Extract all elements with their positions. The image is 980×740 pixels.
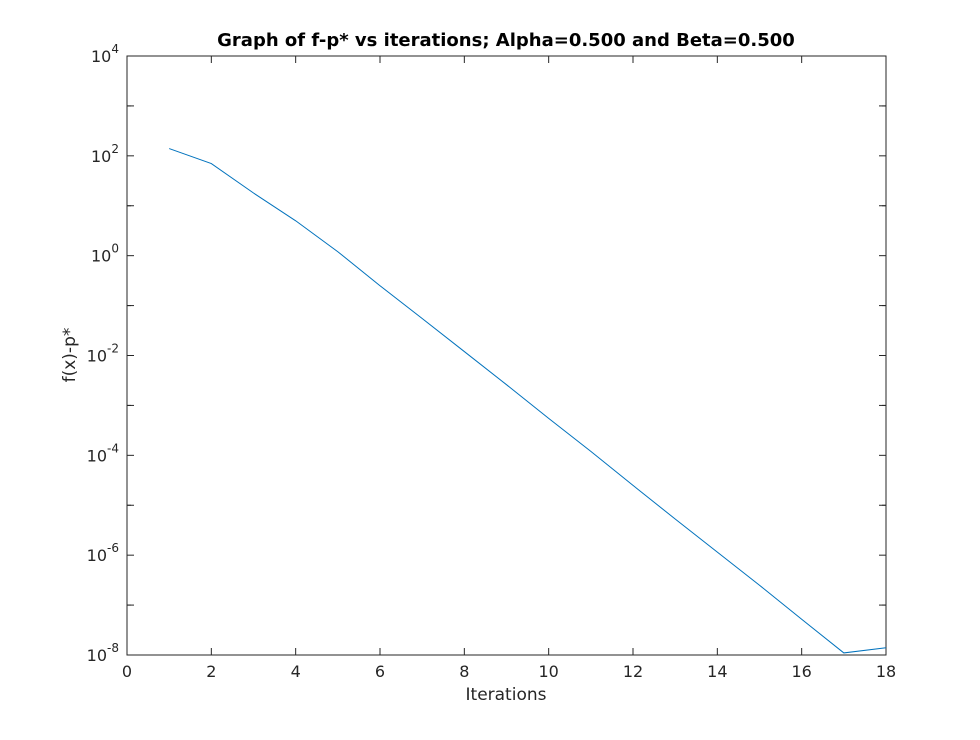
series-group	[169, 148, 887, 654]
y-tick-exponent: 0	[111, 242, 119, 256]
x-tick-label: 16	[791, 662, 811, 681]
y-tick-base: 10	[91, 247, 111, 266]
x-tick-label: 0	[122, 662, 132, 681]
x-tick-label: 12	[623, 662, 643, 681]
y-tick-label: 100	[91, 242, 119, 266]
x-tick-label: 2	[206, 662, 216, 681]
y-tick-base: 10	[87, 347, 107, 366]
y-tick-label: 10-4	[87, 441, 119, 465]
y-tick-label: 10-6	[87, 541, 119, 565]
y-axis-label: f(x)-p*	[60, 328, 80, 383]
plot-box	[126, 55, 887, 656]
y-tick-exponent: -6	[107, 541, 119, 555]
y-tick-base: 10	[91, 147, 111, 166]
y-tick-label: 102	[91, 142, 119, 166]
y-tick-exponent: -2	[107, 342, 119, 356]
x-axis-ticks: 0 2 4 6 8 10 12 14 16 18	[122, 56, 896, 681]
y-tick-base: 10	[91, 47, 111, 66]
y-tick-label: 10-2	[87, 342, 119, 366]
y-tick-exponent: -4	[107, 441, 119, 455]
x-tick-label: 8	[459, 662, 469, 681]
x-tick-label: 10	[538, 662, 558, 681]
y-tick-label: 10-8	[87, 641, 119, 665]
y-tick-base: 10	[87, 646, 107, 665]
plot-area	[126, 55, 887, 656]
y-tick-base: 10	[87, 446, 107, 465]
y-tick-label: 104	[91, 42, 119, 66]
y-tick-exponent: -8	[107, 641, 119, 655]
x-tick-label: 18	[876, 662, 896, 681]
y-tick-exponent: 4	[111, 42, 119, 56]
x-tick-label: 14	[707, 662, 727, 681]
y-tick-base: 10	[87, 546, 107, 565]
x-tick-label: 4	[291, 662, 301, 681]
x-axis-label: Iterations	[466, 685, 547, 705]
y-tick-exponent: 2	[111, 142, 119, 156]
chart-title: Graph of f-p* vs iterations; Alpha=0.500…	[217, 30, 795, 51]
series-line	[169, 148, 887, 654]
x-tick-label: 6	[375, 662, 385, 681]
